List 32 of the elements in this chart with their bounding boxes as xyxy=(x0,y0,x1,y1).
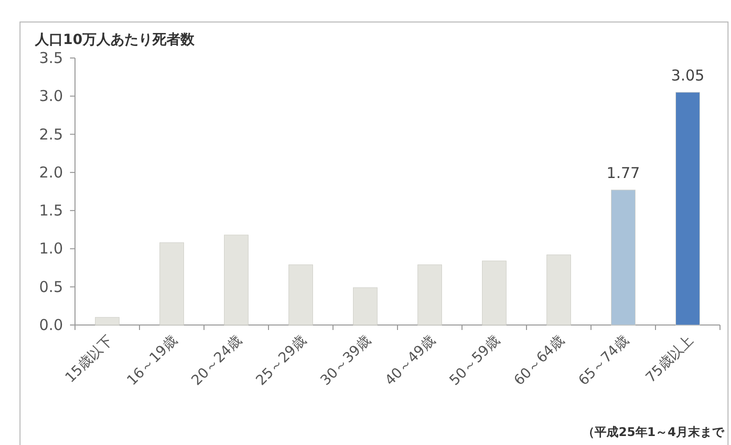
x-tick-label: 16～19歳 xyxy=(124,332,181,389)
bar xyxy=(546,254,571,326)
x-tick-label: 50～59歳 xyxy=(446,332,504,389)
x-tick-label: 60～64歳 xyxy=(511,332,568,389)
text: 2.5 xyxy=(39,125,63,144)
bar xyxy=(95,317,120,326)
text: 0.5 xyxy=(39,278,63,296)
bar xyxy=(288,264,313,326)
bar xyxy=(353,287,378,326)
text: 3.0 xyxy=(39,87,63,106)
text: 0.0 xyxy=(39,316,63,334)
text: 3.5 xyxy=(39,49,63,67)
text: 1.0 xyxy=(39,240,63,258)
text: 1.5 xyxy=(39,202,63,220)
x-tick-label: 75歳以上 xyxy=(642,332,697,386)
bar xyxy=(676,92,700,326)
x-tick-label: 65～74歳 xyxy=(576,332,632,389)
text: 2.0 xyxy=(39,163,63,182)
y-axis-title: 人口10万人あたり死者数 xyxy=(34,32,196,48)
bar xyxy=(160,242,184,326)
x-tick-label: 25～29歳 xyxy=(253,332,310,389)
x-tick-label: 30～39歳 xyxy=(318,332,374,389)
bar xyxy=(611,190,636,326)
x-tick-label: 40～49歳 xyxy=(382,332,439,389)
data-label: 3.05 xyxy=(671,66,704,84)
bar xyxy=(418,264,442,326)
x-tick-label: 15歳以下 xyxy=(62,332,116,386)
bar xyxy=(224,234,248,326)
data-label: 1.77 xyxy=(606,164,640,182)
bar xyxy=(482,260,506,326)
x-tick-label: 20～24歳 xyxy=(188,332,246,389)
text: （平成25年1～4月末まで xyxy=(582,425,725,439)
